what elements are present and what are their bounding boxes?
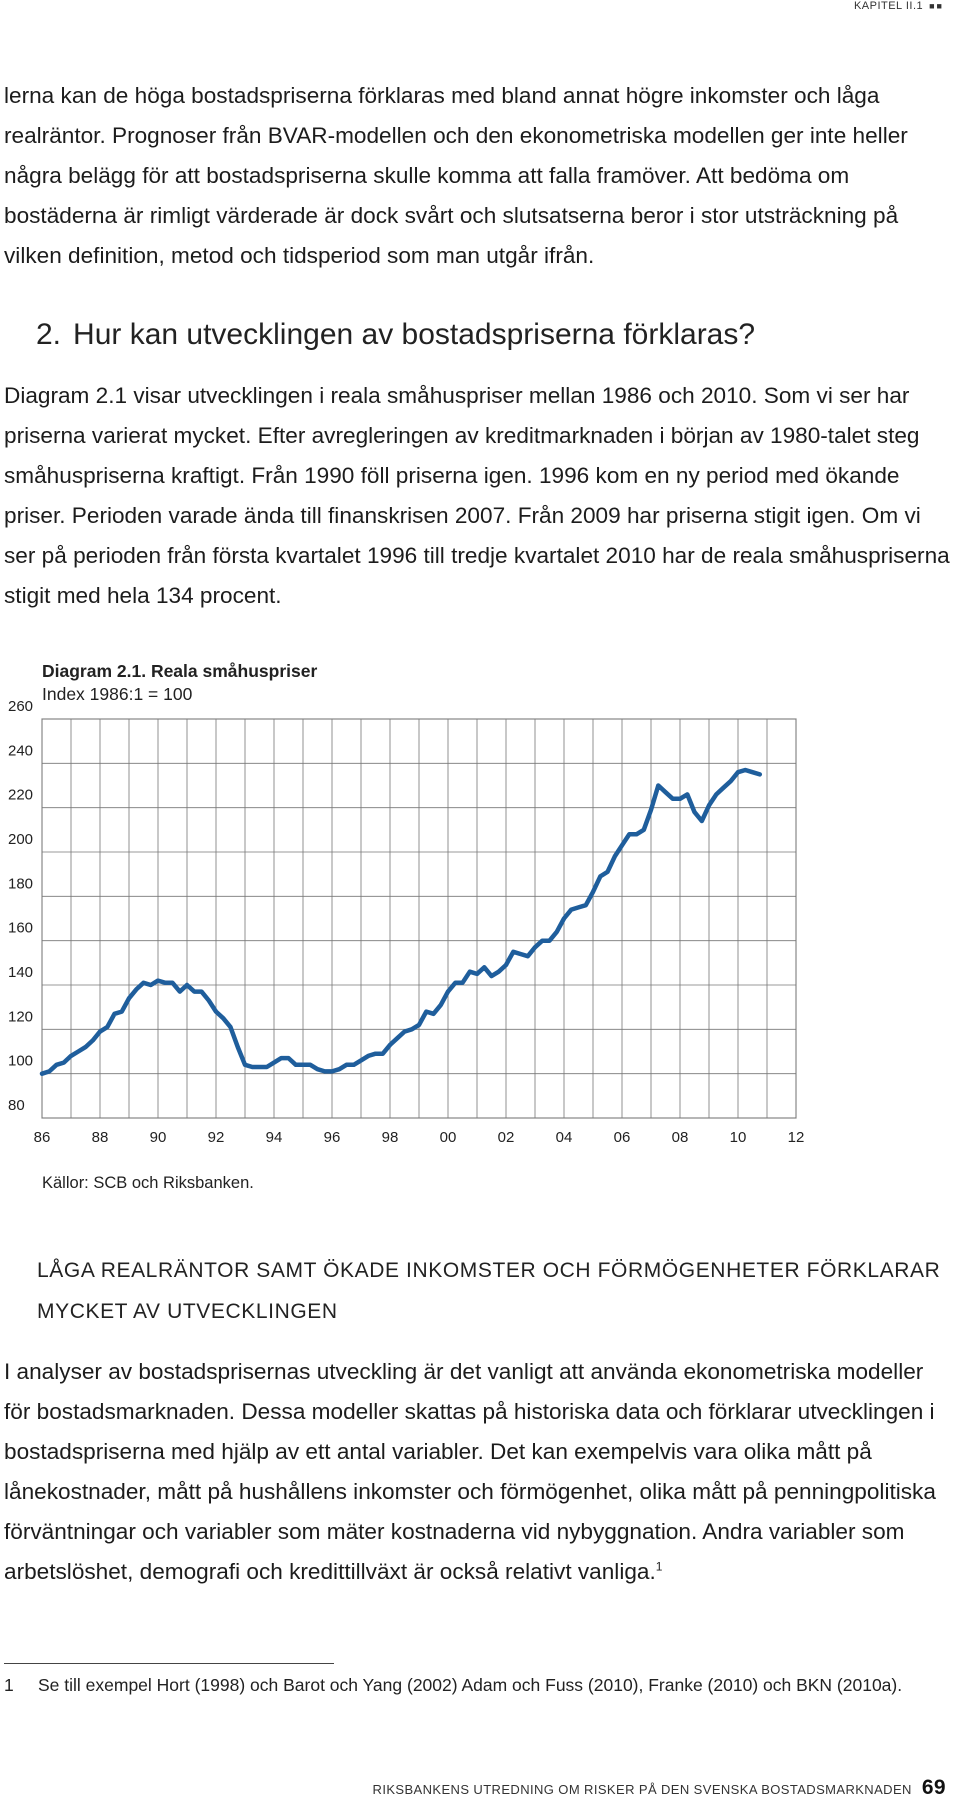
chart-grid (41, 718, 797, 1119)
chart-subtitle: Index 1986:1 = 100 (42, 684, 193, 704)
paragraph-intro: lerna kan de höga bostadspriserna förkla… (4, 83, 908, 268)
chart-y-tick-label: 140 (8, 964, 33, 981)
footer-title: RIKSBANKENS UTREDNING OM RISKER PÅ DEN S… (372, 1782, 912, 1797)
paragraph-diagram-description: Diagram 2.1 visar utvecklingen i reala s… (4, 383, 950, 608)
chart-source: Källor: SCB och Riksbanken. (42, 1174, 254, 1192)
section-number: 2. (36, 318, 62, 351)
chart-y-tick-label: 260 (8, 700, 33, 715)
chart-y-tick-label: 200 (8, 831, 33, 848)
chart-y-tick-label: 220 (8, 787, 33, 804)
chart-axes: 80 100 120 140 160 180 200 220 240 260 86 88 90 92 94 9… (8, 700, 804, 1146)
chart-y-tick-label: 80 (8, 1097, 25, 1114)
chart-x-tick-label: 94 (266, 1129, 283, 1146)
page-footer: RIKSBANKENS UTREDNING OM RISKER PÅ DEN S… (373, 1776, 946, 1800)
chart-y-tick-label: 180 (8, 875, 33, 892)
chart-y-tick-label: 100 (8, 1053, 33, 1070)
chart: 80 100 120 140 160 180 200 220 240 260 86 88 90 92 94 9… (8, 700, 804, 1146)
page-number: 69 (921, 1776, 946, 1799)
section-heading: 2. Hur kan utvecklingen av bostadsprisern… (36, 318, 755, 352)
chart-title: Diagram 2.1. Reala småhuspriser (42, 661, 318, 681)
footnote: 1 Se till exempel Hort (1998) och Barot o… (4, 1671, 944, 1699)
footnote-text: Se till exempel Hort (1998) och Barot oc… (38, 1675, 903, 1695)
chart-x-tick-label: 10 (730, 1129, 747, 1146)
chart-x-tick-label: 92 (208, 1129, 225, 1146)
chart-y-tick-label: 240 (8, 742, 33, 759)
chart-series (39, 767, 763, 1076)
footnote-divider (4, 1663, 334, 1664)
chart-x-tick-label: 90 (150, 1129, 167, 1146)
chart-x-tick-label: 08 (672, 1129, 689, 1146)
section-title: Hur kan utvecklingen av bostadspriserna … (73, 318, 756, 351)
footnote-number: 1 (4, 1675, 14, 1695)
chart-x-tick-label: 12 (788, 1129, 805, 1146)
running-head-marker: ■■ (929, 1, 944, 11)
chart-x-tick-label: 88 (92, 1129, 109, 1146)
chart-x-tick-label: 00 (440, 1129, 457, 1146)
chart-x-tick-label: 86 (34, 1129, 51, 1146)
chart-x-tick-label: 02 (498, 1129, 515, 1146)
paragraph-econometric-models: I analyser av bostadsprisernas utvecklin… (4, 1352, 954, 1592)
chart-y-tick-label: 160 (8, 920, 33, 937)
paragraph-econometric-text: I analyser av bostadsprisernas utvecklin… (4, 1359, 936, 1584)
chart-x-tick-label: 04 (556, 1129, 573, 1146)
running-head: KAPITEL II.1 ■■ (854, 0, 944, 12)
chart-series-line (39, 767, 763, 1076)
chart-x-tick-label: 98 (382, 1129, 399, 1146)
running-head-label: KAPITEL II.1 (853, 0, 924, 12)
footnote-reference: 1 (655, 1559, 663, 1574)
subheading: LÅGA REALRÄNTOR SAMT ÖKADE INKOMSTER OCH… (37, 1259, 941, 1323)
chart-x-tick-label: 06 (614, 1129, 631, 1146)
chart-y-tick-label: 120 (8, 1008, 33, 1025)
chart-x-tick-label: 96 (324, 1129, 341, 1146)
